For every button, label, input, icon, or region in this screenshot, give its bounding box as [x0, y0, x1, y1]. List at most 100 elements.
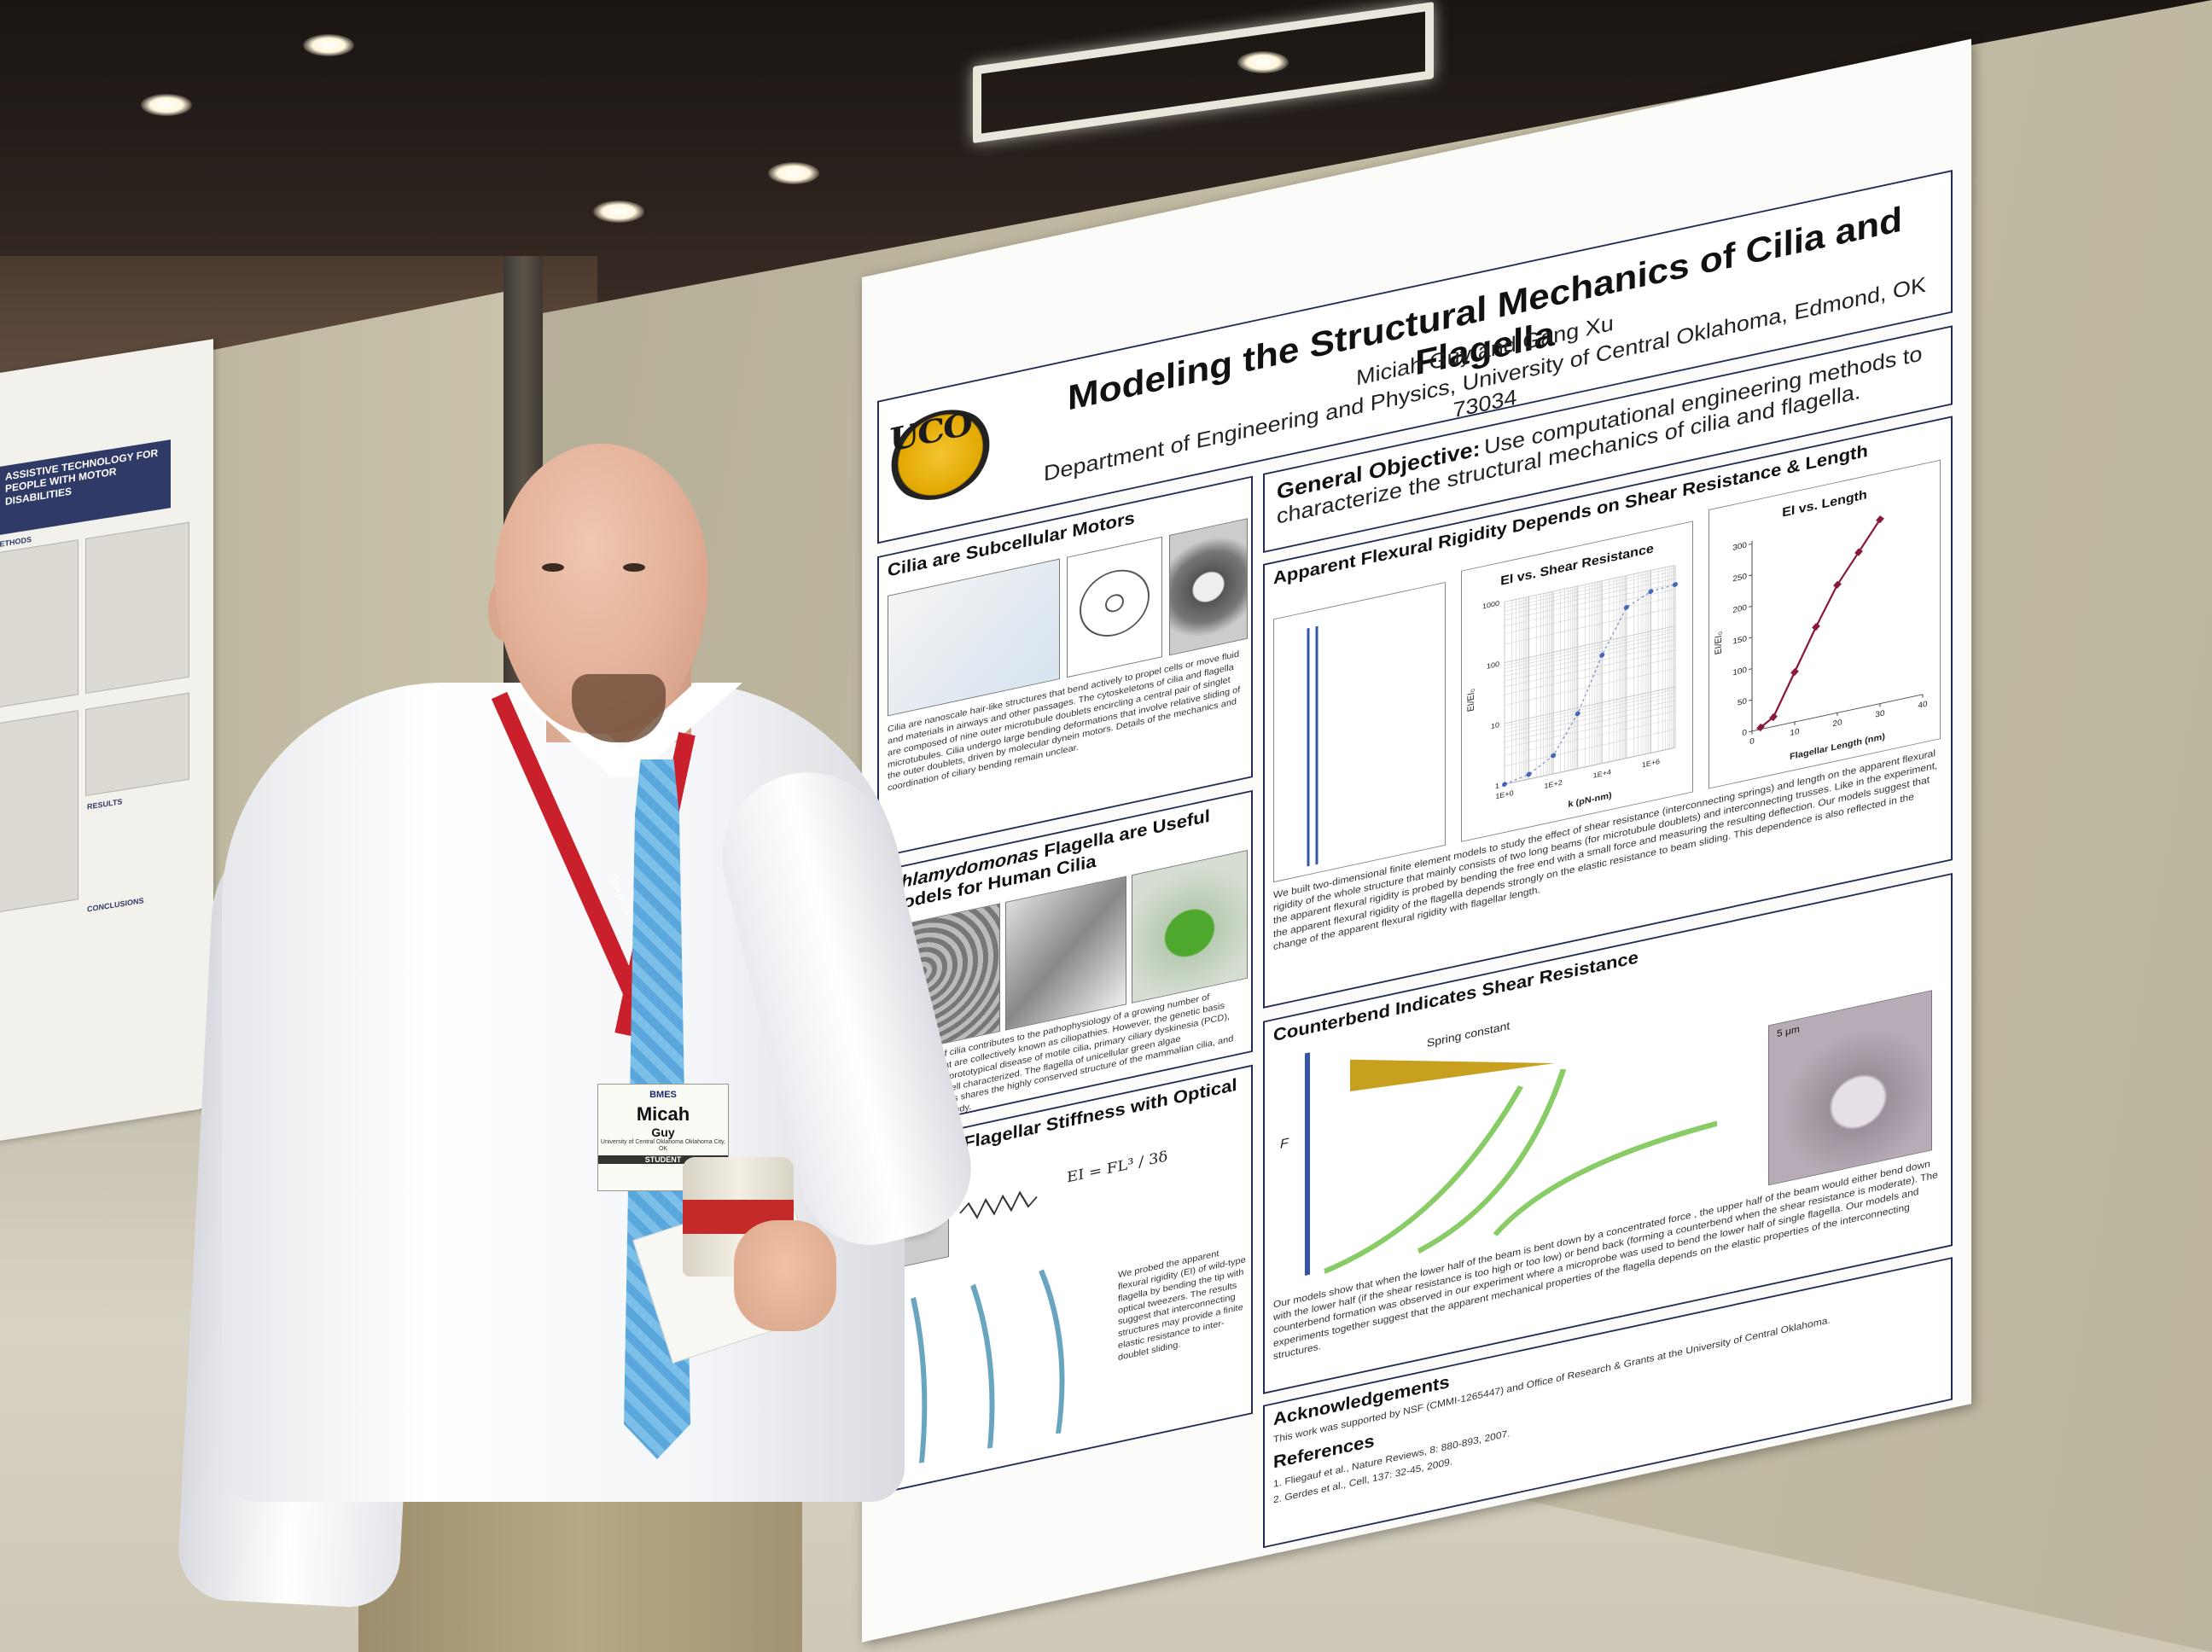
beam-model-diagram	[1273, 582, 1446, 883]
chart-data-point	[1876, 515, 1884, 524]
ceiling-light	[768, 162, 819, 184]
chart-data-point	[1551, 753, 1557, 759]
cilia-sem-image	[888, 903, 1000, 1056]
flexural-rigidity-section: Apparent Flexural Rigidity Depends on Sh…	[1263, 416, 1953, 1009]
chart-gridline	[1505, 628, 1675, 666]
chart-gridline	[1505, 564, 1675, 602]
chart-y-tick-label: 1000	[1482, 599, 1499, 611]
chart-x-axis-label: k (pN-nm)	[1568, 790, 1612, 810]
research-poster: UCO Modeling the Structural Mechanics of…	[862, 38, 1971, 1643]
chart-data-point	[1790, 667, 1799, 677]
chart-series-line	[1504, 584, 1676, 785]
chart-x-tick-label: 1E+6	[1642, 757, 1660, 769]
chart-gridline	[1505, 711, 1675, 748]
chart-ei-vs-shear-resistance: EI vs. Shear Resistance k (pN-nm) EI/EI₀ 1E…	[1461, 521, 1693, 842]
chart-y-tick	[1749, 699, 1752, 701]
chart-data-point	[1673, 582, 1678, 587]
background-poster-block	[85, 521, 189, 694]
counterbend-micrograph	[1768, 990, 1932, 1186]
chart-gridline	[1505, 607, 1675, 645]
chart-gridline	[1505, 705, 1675, 742]
electron-micrograph	[1169, 518, 1248, 656]
chart-y-axis-label: EI/EI₀	[1714, 631, 1724, 655]
chart-gridline	[1505, 649, 1675, 688]
chart-data-point	[1648, 589, 1654, 595]
chart-gridline	[1505, 578, 1675, 616]
chart-data-point	[1756, 723, 1765, 732]
chart-x-tick-label: 10	[1790, 727, 1800, 738]
chart-y-tick-label: 10	[1491, 720, 1499, 730]
chart-y-tick	[1749, 668, 1752, 670]
chart-data-point	[1599, 652, 1605, 658]
chart-gridline	[1505, 668, 1675, 706]
chart-y-tick-label: 1	[1495, 782, 1499, 791]
chart-gridline	[1505, 583, 1675, 620]
chart-y-tick-label: 250	[1732, 572, 1747, 584]
chart-gridline	[1505, 567, 1675, 605]
chart-gridline	[1505, 639, 1675, 677]
chart-data-point	[1502, 782, 1507, 788]
chart-gridline	[1505, 635, 1675, 672]
chart-ei-vs-length: EI vs. Length Flagellar Length (nm) EI/EI₀…	[1708, 459, 1941, 789]
chart-data-point	[1575, 711, 1580, 717]
chart-x-tick-label: 0	[1749, 736, 1755, 747]
bending-beam-curve	[1324, 1085, 1524, 1275]
counterbend-diagram	[1305, 1052, 1718, 1276]
chart-data-point	[1769, 713, 1778, 722]
axoneme-cross-section-diagram	[1067, 536, 1162, 678]
background-poster: ASSISTIVE TECHNOLOGY FOR PEOPLE WITH MOT…	[0, 339, 213, 1143]
bending-beam-curve	[1493, 1120, 1718, 1236]
chart-y-tick	[1749, 574, 1752, 577]
chart-data-point	[1833, 580, 1842, 589]
chart-gridline	[1505, 589, 1675, 626]
chart-gridline	[1505, 643, 1675, 682]
bending-beam-curve	[1417, 1068, 1567, 1254]
chart-title: EI vs. Shear Resistance	[1500, 542, 1654, 589]
chart-gridline	[1505, 692, 1675, 730]
chart-x-tick-label: 1E+2	[1545, 778, 1563, 790]
chart-gridline	[1505, 686, 1675, 724]
flagellum-microscopy-image	[888, 1167, 949, 1271]
chart-x-tick-label: 1E+0	[1495, 788, 1513, 800]
ceiling-light	[593, 201, 644, 223]
chart-gridline	[1505, 689, 1675, 727]
chart-x-axis-label: Flagellar Length (nm)	[1790, 731, 1885, 762]
spring-coil	[959, 1190, 1038, 1219]
chart-gridline	[1505, 747, 1675, 785]
background-poster-section: RESULTS	[87, 797, 123, 811]
chart-gridline	[1505, 729, 1675, 766]
chart-y-tick	[1749, 730, 1752, 733]
chart-x-tick-label: 40	[1918, 700, 1928, 711]
background-poster-block	[0, 539, 79, 709]
ceiling-light	[1237, 51, 1289, 73]
chart-y-axis-label: EI/EI₀	[1466, 688, 1476, 713]
section-body: We probed the apparent flexural rigidity…	[1118, 1248, 1246, 1363]
main-poster-area: UCO Modeling the Structural Mechanics of…	[862, 38, 2040, 1651]
chart-y-tick-label: 50	[1738, 697, 1748, 708]
chlamydomonas-micrograph	[1132, 850, 1248, 1003]
chart-x-tick-label: 1E+4	[1593, 768, 1611, 780]
background-poster-block	[0, 710, 79, 914]
chart-gridline	[1505, 695, 1675, 734]
chart-gridline	[1505, 570, 1675, 608]
axoneme-ring	[1080, 569, 1150, 637]
flagellum-curve	[1039, 1269, 1065, 1434]
spring-constant-wedge	[1350, 1059, 1555, 1091]
chart-gridline	[1505, 574, 1675, 612]
flagellum-curve	[970, 1283, 995, 1449]
ceiling-light	[141, 94, 192, 116]
chart-y-tick-label: 200	[1732, 603, 1747, 615]
chart-title: EI vs. Length	[1782, 488, 1866, 521]
panel-post	[504, 256, 543, 1212]
ceiling-light	[303, 34, 354, 56]
chart-y-tick	[1749, 637, 1752, 639]
chart-gridline	[1505, 700, 1675, 737]
chart-x-tick-label: 30	[1875, 709, 1885, 720]
optical-tweezer-section: Probing Flagellar Stiffness with Optical…	[877, 1064, 1253, 1495]
chart-data-point	[1854, 548, 1863, 556]
chart-gridline	[1505, 718, 1675, 756]
rigidity-formula: EI = FL³ / 3δ	[1067, 1148, 1168, 1187]
chart-gridline	[1505, 596, 1675, 634]
chart-y-tick-label: 100	[1732, 666, 1747, 678]
